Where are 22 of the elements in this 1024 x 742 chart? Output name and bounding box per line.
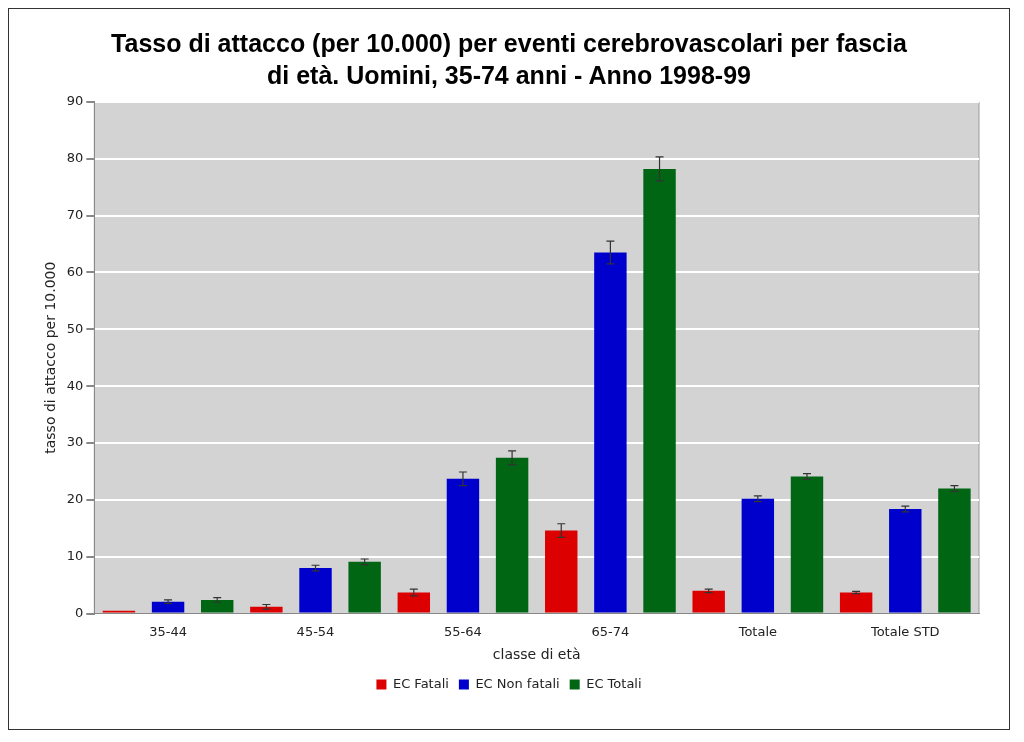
legend-label: EC Totali [586,675,642,691]
legend-label: EC Fatali [392,675,449,691]
x-tick-label: 45-54 [296,623,335,639]
x-tick-label: Totale STD [869,623,940,639]
y-tick-label: 40 [66,377,84,393]
y-tick-label: 80 [66,150,84,166]
y-tick-label: 20 [66,491,84,507]
y-tick-label: 60 [66,263,84,279]
x-tick-label: 65-74 [591,623,630,639]
legend-label: EC Non fatali [475,675,560,691]
x-tick-label: Totale [737,623,778,639]
y-tick-label: 30 [66,434,84,450]
y-tick-label: 70 [66,206,84,222]
y-axis-title: tasso di attacco per 10.000 [42,261,59,454]
x-tick-label: 35-44 [149,623,187,639]
x-axis-title: classe di età [492,646,581,663]
x-tick-label: 55-64 [444,623,482,639]
y-tick-label: 0 [75,604,84,620]
y-tick-label: 50 [66,320,84,336]
y-tick-label: 10 [66,548,84,564]
chart-title: Tasso di attacco (per 10.000) per eventi cerebrovascolari per fascia di età. Uomini, 35-74 anni - Anno 1998-99 [110,28,908,91]
y-tick-label: 90 [66,93,84,109]
